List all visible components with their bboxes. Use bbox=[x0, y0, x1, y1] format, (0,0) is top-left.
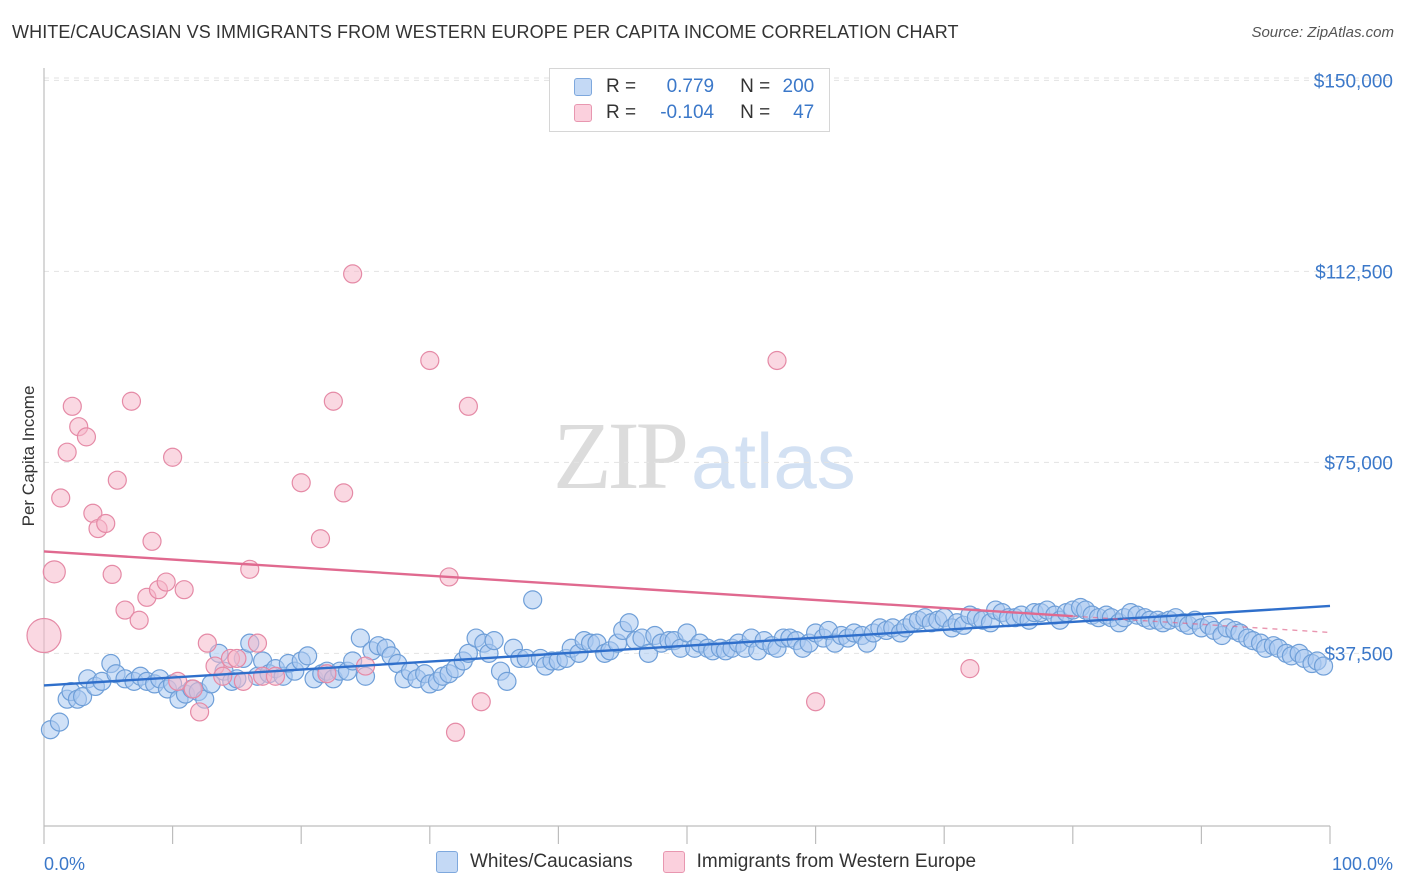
trend-line-immigrants bbox=[43, 550, 1073, 618]
series-points bbox=[26, 264, 1334, 742]
data-point bbox=[76, 427, 97, 447]
data-point bbox=[805, 692, 826, 712]
chart-title: WHITE/CAUCASIAN VS IMMIGRANTS FROM WESTE… bbox=[12, 22, 959, 42]
legend-n-value: 200 bbox=[782, 76, 815, 97]
x-tick-label: 0.0% bbox=[44, 854, 85, 874]
x-tick-label: 100.0% bbox=[1332, 854, 1393, 874]
trend-line-whites bbox=[43, 604, 1331, 687]
y-tick-label: $150,000 bbox=[1314, 71, 1393, 92]
y-axis-label: Per Capita Income bbox=[19, 386, 38, 527]
data-point bbox=[497, 671, 517, 691]
data-point bbox=[350, 628, 370, 648]
bottom-legend-whites: Whites/Caucasians bbox=[436, 851, 633, 873]
y-tick-label: $37,500 bbox=[1324, 644, 1393, 665]
legend-r-value: 0.779 bbox=[666, 76, 715, 97]
data-point bbox=[51, 488, 71, 508]
trend-lines bbox=[43, 550, 1331, 687]
data-point bbox=[619, 613, 639, 633]
tick-labels: $37,500 $75,000 $112,500 $150,000 0.0% 100.0% bbox=[44, 71, 1393, 874]
bottom-legend-swatch-whites bbox=[436, 851, 458, 873]
y-tick-label: $112,500 bbox=[1315, 262, 1393, 283]
data-point bbox=[62, 396, 82, 416]
data-point bbox=[156, 572, 176, 592]
data-point bbox=[291, 473, 311, 493]
data-point bbox=[163, 447, 183, 467]
data-point bbox=[174, 580, 194, 600]
data-point bbox=[190, 702, 210, 722]
data-point bbox=[298, 646, 318, 666]
bottom-legend-label: Whites/Caucasians bbox=[470, 851, 633, 872]
data-point bbox=[767, 350, 787, 371]
bottom-legend-label: Immigrants from Western Europe bbox=[696, 851, 977, 872]
legend-swatch-whites bbox=[574, 78, 592, 96]
legend: R = 0.779 N = 200 R = -0.104 N = 47 bbox=[549, 68, 830, 132]
data-point bbox=[484, 631, 504, 651]
legend-n-label: N = bbox=[740, 102, 771, 123]
data-point bbox=[471, 692, 491, 712]
legend-swatch-immigrants bbox=[574, 104, 592, 122]
data-point bbox=[107, 470, 127, 490]
bottom-legend-immigrants: Immigrants from Western Europe bbox=[662, 851, 977, 873]
data-point bbox=[57, 442, 77, 462]
data-point bbox=[72, 687, 93, 707]
data-point bbox=[310, 529, 331, 549]
data-point bbox=[115, 600, 135, 620]
data-point bbox=[227, 648, 247, 669]
data-point bbox=[42, 560, 66, 584]
data-point bbox=[323, 391, 343, 411]
legend-r-label: R = bbox=[606, 76, 637, 97]
data-point bbox=[129, 610, 149, 630]
data-point bbox=[960, 659, 980, 679]
data-point bbox=[334, 483, 354, 503]
bottom-legend: Whites/Caucasians Immigrants from Wester… bbox=[436, 851, 1006, 873]
data-point bbox=[445, 722, 466, 742]
data-point bbox=[142, 531, 162, 551]
data-point bbox=[121, 391, 142, 411]
y-tick-label: $75,000 bbox=[1324, 453, 1393, 474]
data-point bbox=[49, 712, 70, 732]
data-point bbox=[197, 633, 217, 653]
legend-r-value: -0.104 bbox=[660, 102, 715, 123]
data-point bbox=[102, 564, 122, 585]
bottom-legend-swatch-immigrants bbox=[662, 851, 685, 873]
data-point bbox=[420, 350, 440, 371]
legend-row-immigrants: R = -0.104 N = 47 bbox=[574, 100, 814, 126]
data-point bbox=[233, 671, 253, 691]
source-label: Source: ZipAtlas.com bbox=[1251, 24, 1394, 41]
legend-r-label: R = bbox=[606, 102, 637, 123]
legend-n-label: N = bbox=[740, 76, 771, 97]
axes bbox=[43, 68, 1331, 844]
data-point bbox=[26, 617, 62, 654]
data-point bbox=[247, 633, 268, 653]
data-point bbox=[96, 513, 116, 534]
data-point bbox=[1313, 656, 1334, 676]
legend-n-value: 47 bbox=[793, 102, 815, 123]
data-point bbox=[677, 623, 697, 643]
legend-row-whites: R = 0.779 N = 200 bbox=[574, 74, 814, 100]
trend-line-immigrants-extension bbox=[1072, 615, 1331, 634]
data-point bbox=[183, 679, 203, 699]
data-point bbox=[213, 666, 233, 686]
data-point bbox=[523, 590, 543, 610]
data-point bbox=[458, 396, 478, 416]
data-point bbox=[343, 264, 363, 284]
